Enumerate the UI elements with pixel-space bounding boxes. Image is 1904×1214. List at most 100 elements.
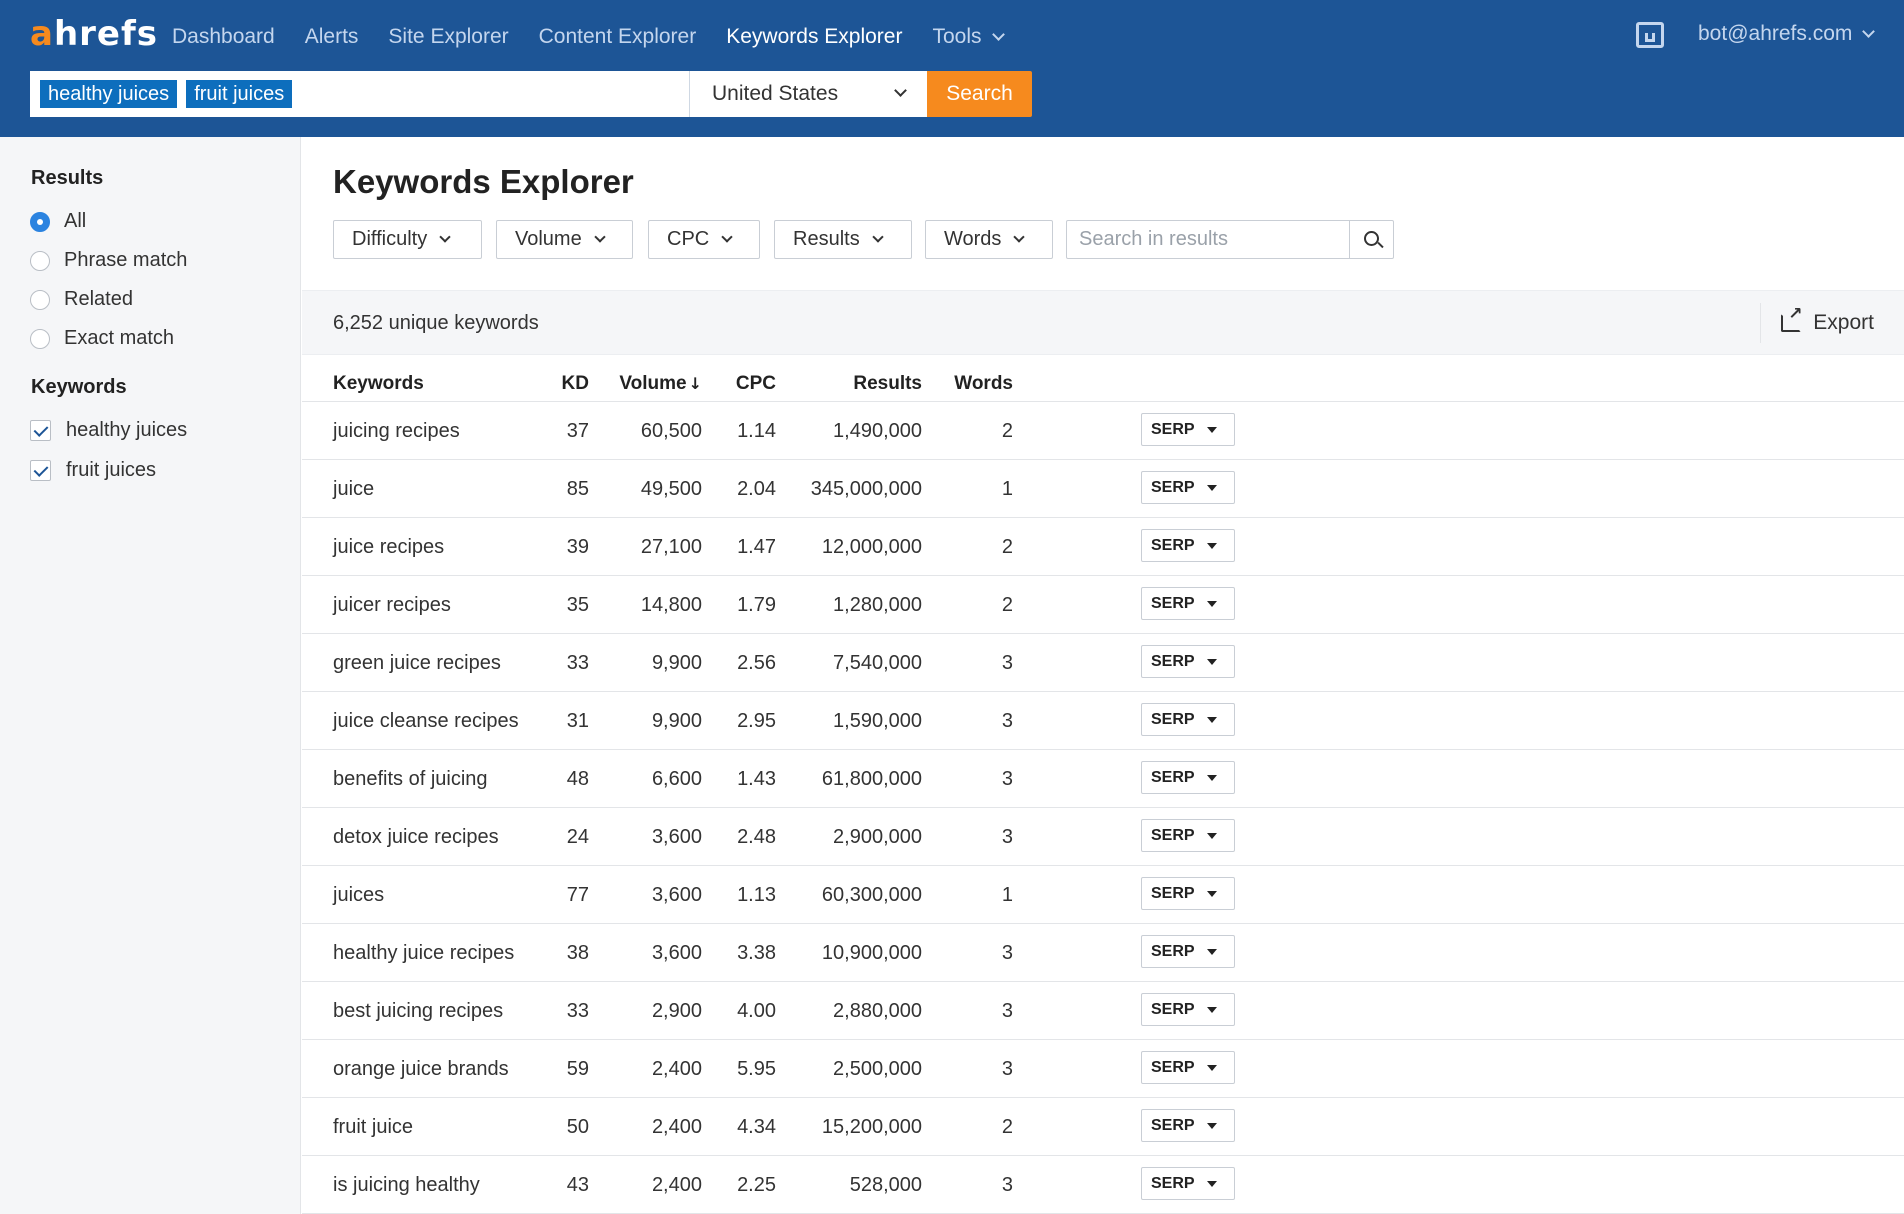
radio-related[interactable]: Related bbox=[30, 288, 133, 311]
nav-dashboard[interactable]: Dashboard bbox=[172, 25, 275, 48]
filter-cpc[interactable]: CPC bbox=[648, 220, 760, 259]
radio-button-selected[interactable] bbox=[30, 211, 50, 232]
volume-cell: 14,800 bbox=[640, 594, 702, 616]
table-row: juices 77 3,600 1.13 60,300,000 1 SERP bbox=[302, 866, 1904, 924]
cpc-cell: 1.14 bbox=[737, 420, 776, 442]
serp-button[interactable]: SERP bbox=[1141, 993, 1235, 1026]
search-button[interactable]: Search bbox=[927, 71, 1032, 117]
serp-button[interactable]: SERP bbox=[1141, 587, 1235, 620]
cpc-cell: 1.47 bbox=[737, 536, 776, 558]
caret-down-icon bbox=[1206, 426, 1217, 433]
keyword-tag[interactable]: fruit juices bbox=[186, 80, 293, 108]
filter-results[interactable]: Results bbox=[774, 220, 912, 259]
search-icon[interactable] bbox=[1349, 221, 1393, 258]
serp-label: SERP bbox=[1151, 1174, 1195, 1192]
serp-button[interactable]: SERP bbox=[1141, 877, 1235, 910]
search-in-results-input[interactable] bbox=[1067, 221, 1350, 258]
header-words[interactable]: Words bbox=[954, 373, 1013, 394]
keyword-cell[interactable]: healthy juice recipes bbox=[333, 942, 515, 964]
nav-content-explorer[interactable]: Content Explorer bbox=[538, 25, 697, 48]
cpc-cell: 1.43 bbox=[737, 768, 776, 790]
header-cpc[interactable]: CPC bbox=[735, 373, 776, 394]
account-menu[interactable]: bot@ahrefs.com bbox=[1698, 22, 1876, 46]
serp-label: SERP bbox=[1151, 1116, 1195, 1134]
country-select[interactable]: United States bbox=[689, 71, 927, 117]
serp-label: SERP bbox=[1151, 594, 1195, 612]
export-button[interactable]: Export bbox=[1760, 303, 1904, 343]
keyword-cell[interactable]: juice cleanse recipes bbox=[333, 710, 519, 732]
table-row: is juicing healthy 43 2,400 2.25 528,000 3 SER… bbox=[302, 1156, 1904, 1214]
ahrefs-logo[interactable]: ahrefs bbox=[30, 14, 159, 54]
header-kd[interactable]: KD bbox=[561, 373, 589, 394]
radio-button[interactable] bbox=[30, 328, 50, 349]
inbox-icon[interactable] bbox=[1636, 22, 1664, 48]
nav-alerts[interactable]: Alerts bbox=[304, 25, 359, 48]
serp-button[interactable]: SERP bbox=[1141, 761, 1235, 794]
nav-site-explorer[interactable]: Site Explorer bbox=[388, 25, 509, 48]
radio-all[interactable]: All bbox=[30, 210, 86, 233]
keyword-cell[interactable]: best juicing recipes bbox=[333, 1000, 504, 1022]
keyword-cell[interactable]: juicer recipes bbox=[333, 594, 451, 616]
nav-keywords-explorer[interactable]: Keywords Explorer bbox=[726, 25, 903, 48]
filter-words[interactable]: Words bbox=[925, 220, 1053, 259]
radio-label: Exact match bbox=[64, 327, 175, 349]
table-row: green juice recipes 33 9,900 2.56 7,540,000 3… bbox=[302, 634, 1904, 692]
keyword-cell[interactable]: juice bbox=[333, 478, 375, 500]
table-row: best juicing recipes 33 2,900 4.00 2,880,000… bbox=[302, 982, 1904, 1040]
keyword-cell[interactable]: benefits of juicing bbox=[333, 768, 488, 790]
words-cell: 2 bbox=[1001, 420, 1013, 442]
keyword-cell[interactable]: juices bbox=[333, 884, 385, 906]
keyword-cell[interactable]: orange juice brands bbox=[333, 1058, 509, 1080]
table-row: juice cleanse recipes 31 9,900 2.95 1,590,00… bbox=[302, 692, 1904, 750]
serp-button[interactable]: SERP bbox=[1141, 471, 1235, 504]
volume-cell: 3,600 bbox=[651, 826, 702, 848]
serp-button[interactable]: SERP bbox=[1141, 935, 1235, 968]
kd-cell: 43 bbox=[566, 1174, 589, 1196]
keyword-cell[interactable]: is juicing healthy bbox=[333, 1174, 480, 1196]
kd-cell: 31 bbox=[566, 710, 589, 732]
keyword-cell[interactable]: fruit juice bbox=[333, 1116, 414, 1138]
results-cell: 2,900,000 bbox=[833, 826, 922, 848]
results-summary-bar: 6,252 unique keywords Export bbox=[302, 290, 1904, 355]
keyword-cell[interactable]: juicing recipes bbox=[333, 420, 460, 442]
serp-button[interactable]: SERP bbox=[1141, 1167, 1235, 1200]
keyword-filter-healthy-juices[interactable]: healthy juices bbox=[30, 419, 187, 442]
header-keywords[interactable]: Keywords bbox=[333, 373, 424, 394]
volume-cell: 2,400 bbox=[651, 1174, 702, 1196]
serp-button[interactable]: SERP bbox=[1141, 703, 1235, 736]
keyword-tag[interactable]: healthy juices bbox=[40, 80, 178, 108]
keyword-filter-fruit-juices[interactable]: fruit juices bbox=[30, 459, 156, 482]
search-in-results bbox=[1066, 220, 1394, 259]
radio-button[interactable] bbox=[30, 289, 50, 310]
filter-difficulty[interactable]: Difficulty bbox=[333, 220, 482, 259]
checkbox-label: fruit juices bbox=[66, 459, 157, 481]
chevron-down-icon bbox=[991, 27, 1005, 41]
header-volume[interactable]: Volume ↓ bbox=[619, 373, 702, 395]
serp-button[interactable]: SERP bbox=[1141, 645, 1235, 678]
serp-button[interactable]: SERP bbox=[1141, 819, 1235, 852]
radio-exact-match[interactable]: Exact match bbox=[30, 327, 174, 350]
caret-down-icon bbox=[1206, 658, 1217, 665]
results-cell: 61,800,000 bbox=[821, 768, 922, 790]
serp-button[interactable]: SERP bbox=[1141, 1051, 1235, 1084]
caret-down-icon bbox=[1206, 890, 1217, 897]
nav-tools[interactable]: Tools bbox=[932, 25, 1005, 49]
serp-label: SERP bbox=[1151, 768, 1195, 786]
cpc-cell: 2.48 bbox=[737, 826, 776, 848]
serp-button[interactable]: SERP bbox=[1141, 1109, 1235, 1142]
radio-phrase-match[interactable]: Phrase match bbox=[30, 249, 187, 272]
keyword-cell[interactable]: detox juice recipes bbox=[333, 826, 499, 848]
radio-button[interactable] bbox=[30, 250, 50, 271]
checkbox-checked[interactable] bbox=[30, 460, 51, 481]
keyword-cell[interactable]: juice recipes bbox=[333, 536, 445, 558]
filter-volume[interactable]: Volume bbox=[496, 220, 633, 259]
results-cell: 1,490,000 bbox=[833, 420, 922, 442]
serp-button[interactable]: SERP bbox=[1141, 413, 1235, 446]
keyword-cell[interactable]: green juice recipes bbox=[333, 652, 501, 674]
keyword-search-input[interactable]: healthy juices fruit juices bbox=[30, 71, 689, 117]
header-results[interactable]: Results bbox=[853, 373, 922, 394]
words-cell: 3 bbox=[1001, 826, 1013, 848]
checkbox-checked[interactable] bbox=[30, 420, 51, 441]
serp-button[interactable]: SERP bbox=[1141, 529, 1235, 562]
table-row: fruit juice 50 2,400 4.34 15,200,000 2 SERP bbox=[302, 1098, 1904, 1156]
